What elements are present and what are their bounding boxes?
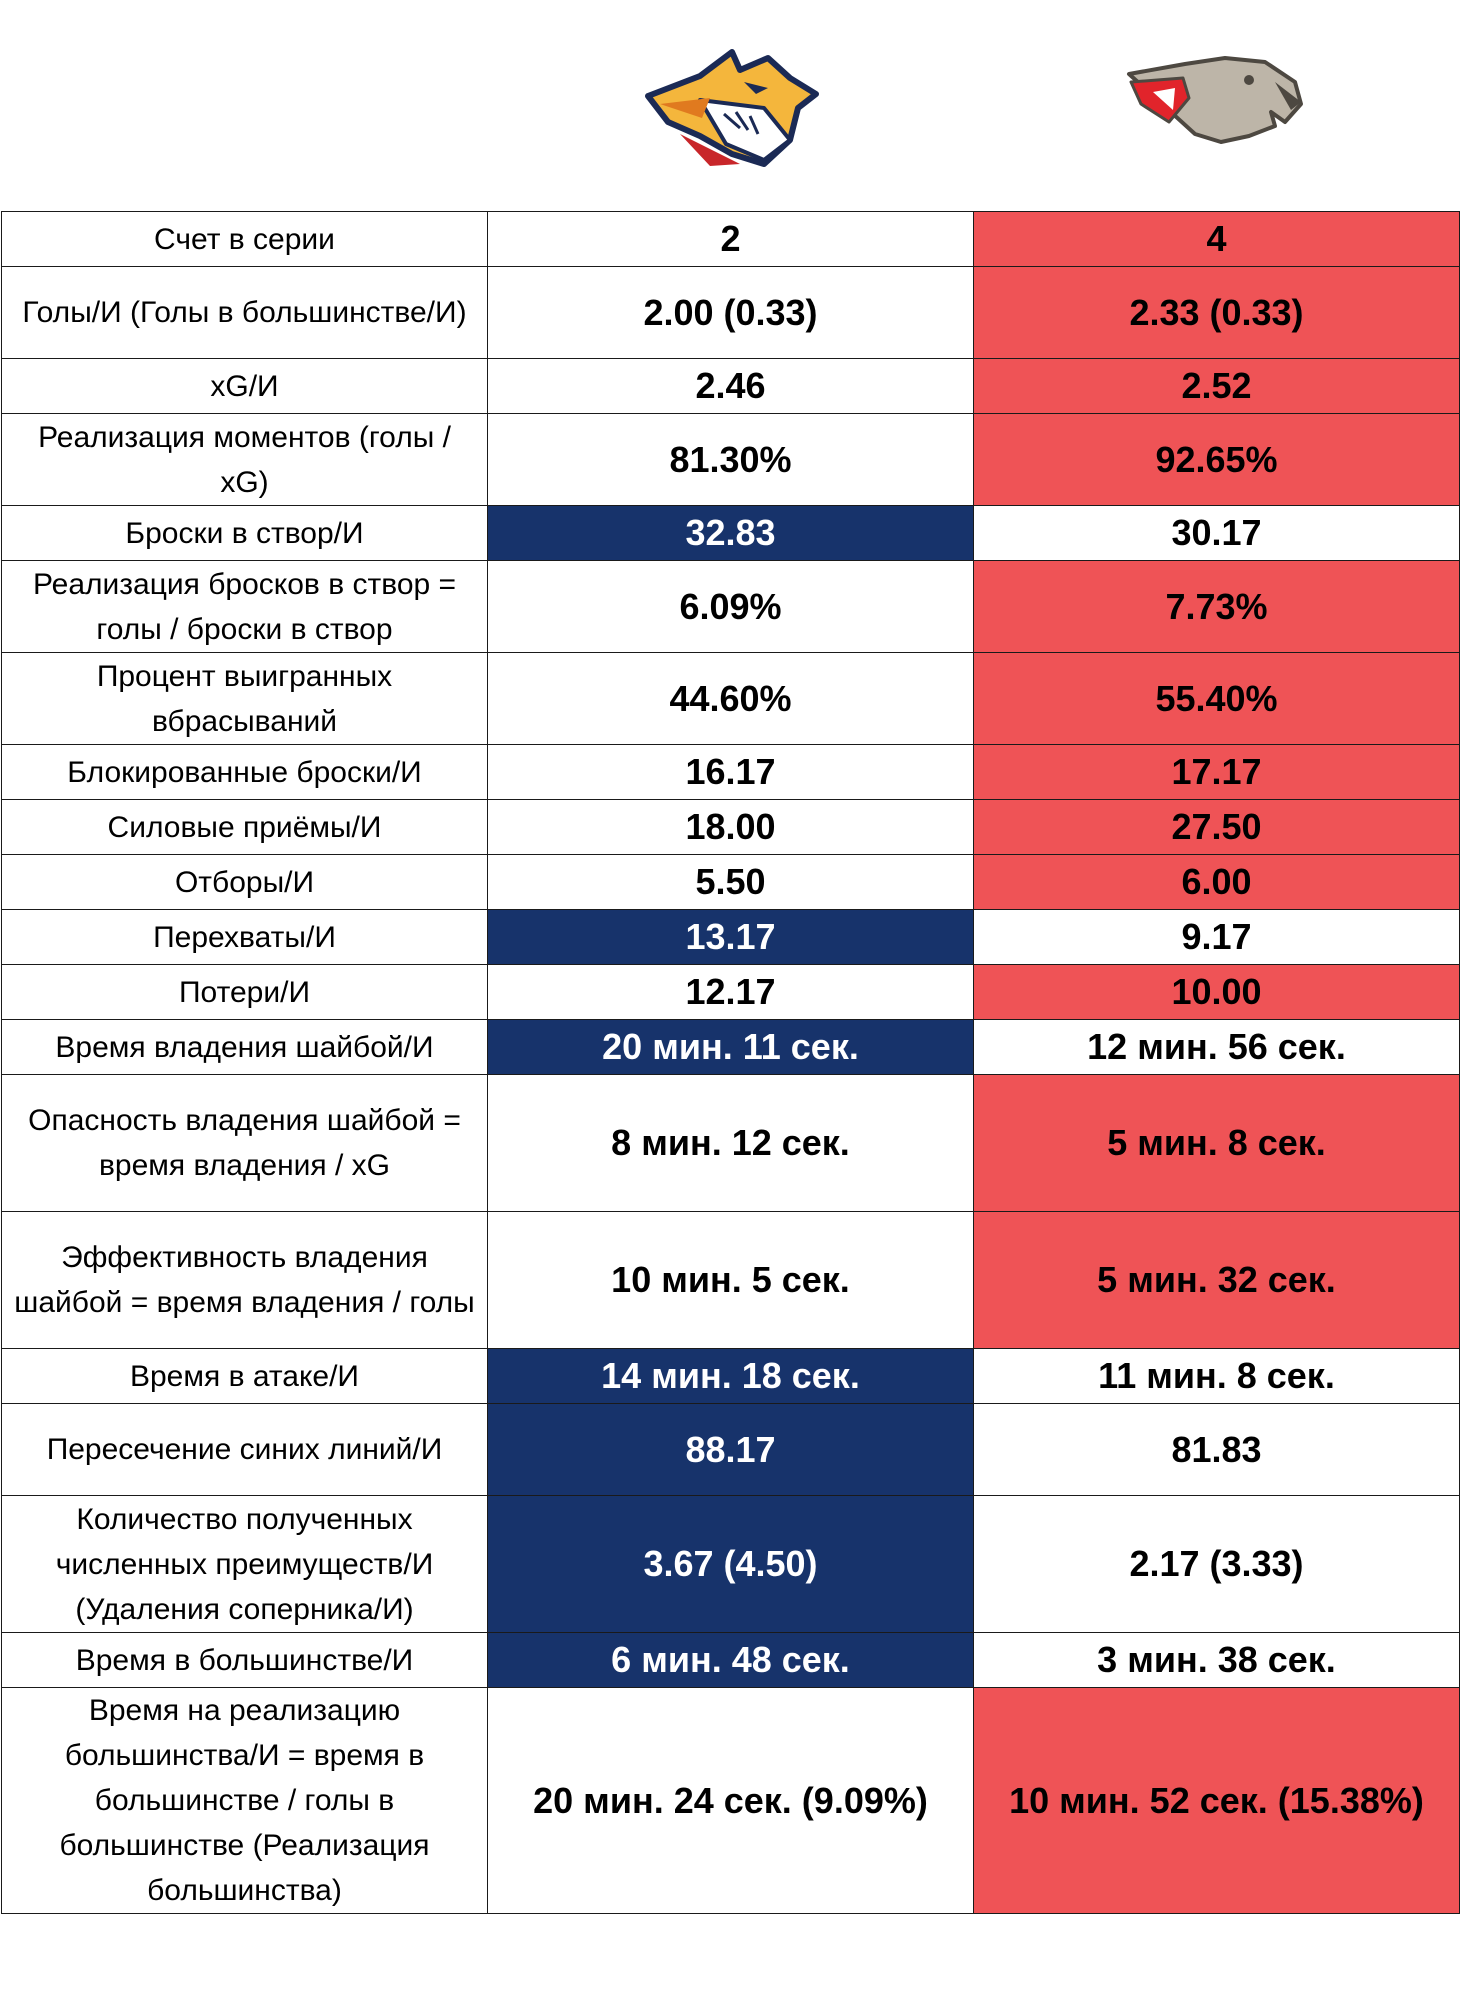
avangard-value: 7.73%: [973, 560, 1460, 653]
table-row: Отборы/И 5.50 6.00: [1, 854, 1460, 910]
metric-label: Пересечение синих линий/И: [1, 1403, 488, 1496]
metallurg-value: 2.00 (0.33): [487, 266, 974, 359]
metric-label: Реализация бросков в створ = голы / брос…: [1, 560, 488, 653]
metallurg-value: 32.83: [487, 505, 974, 561]
metallurg-value: 14 мин. 18 сек.: [487, 1348, 974, 1404]
metallurg-value: 18.00: [487, 799, 974, 855]
table-row: Пересечение синих линий/И 88.17 81.83: [1, 1403, 1460, 1496]
metric-label: Броски в створ/И: [1, 505, 488, 561]
avangard-value: 17.17: [973, 744, 1460, 800]
metallurg-value: 20 мин. 24 сек. (9.09%): [487, 1687, 974, 1914]
avangard-hawk-logo-icon: [1127, 56, 1303, 144]
table-row: Голы/И (Голы в большинстве/И) 2.00 (0.33)…: [1, 266, 1460, 359]
table-row: xG/И 2.46 2.52: [1, 358, 1460, 414]
metric-label: Время в большинстве/И: [1, 1632, 488, 1688]
table-row: Реализация моментов (голы / xG) 81.30% 92.…: [1, 413, 1460, 506]
comparison-table: Счет в серии 2 4 Голы/И (Голы в большинстве…: [1, 211, 1460, 1914]
avangard-value: 2.17 (3.33): [973, 1495, 1460, 1633]
metric-label: Счет в серии: [1, 211, 488, 267]
avangard-value: 4: [973, 211, 1460, 267]
avangard-value: 10 мин. 52 сек. (15.38%): [973, 1687, 1460, 1914]
table-row: Время владения шайбой/И 20 мин. 11 сек. 12…: [1, 1019, 1460, 1075]
metric-label: Эффективность владения шайбой = время вл…: [1, 1211, 488, 1349]
avangard-value: 2.33 (0.33): [973, 266, 1460, 359]
avangard-value: 92.65%: [973, 413, 1460, 506]
table-row: Количество полученных численных преимуще…: [1, 1495, 1460, 1633]
avangard-value: 11 мин. 8 сек.: [973, 1348, 1460, 1404]
table-row: Время в атаке/И 14 мин. 18 сек. 11 мин. 8 …: [1, 1348, 1460, 1404]
avangard-value: 5 мин. 8 сек.: [973, 1074, 1460, 1212]
avangard-value: 10.00: [973, 964, 1460, 1020]
metallurg-value: 2.46: [487, 358, 974, 414]
avangard-value: 3 мин. 38 сек.: [973, 1632, 1460, 1688]
table-row: Эффективность владения шайбой = время вл…: [1, 1211, 1460, 1349]
metric-label: Время на реализацию большинства/И = врем…: [1, 1687, 488, 1914]
table-row: Счет в серии 2 4: [1, 211, 1460, 267]
metric-label: xG/И: [1, 358, 488, 414]
avangard-value: 5 мин. 32 сек.: [973, 1211, 1460, 1349]
table-row: Опасность владения шайбой = время владен…: [1, 1074, 1460, 1212]
metric-label: Отборы/И: [1, 854, 488, 910]
avangard-value: 9.17: [973, 909, 1460, 965]
metric-label: Блокированные броски/И: [1, 744, 488, 800]
avangard-value: 55.40%: [973, 652, 1460, 745]
table-row: Силовые приёмы/И 18.00 27.50: [1, 799, 1460, 855]
avangard-value: 2.52: [973, 358, 1460, 414]
avangard-value: 30.17: [973, 505, 1460, 561]
metallurg-value: 3.67 (4.50): [487, 1495, 974, 1633]
table-row: Блокированные броски/И 16.17 17.17: [1, 744, 1460, 800]
table-row: Время в большинстве/И 6 мин. 48 сек. 3 мин…: [1, 1632, 1460, 1688]
avangard-value: 12 мин. 56 сек.: [973, 1019, 1460, 1075]
metallurg-value: 2: [487, 211, 974, 267]
metallurg-value: 20 мин. 11 сек.: [487, 1019, 974, 1075]
metallurg-value: 6.09%: [487, 560, 974, 653]
metallurg-value: 88.17: [487, 1403, 974, 1496]
table-row: Время на реализацию большинства/И = врем…: [1, 1687, 1460, 1914]
avangard-value: 27.50: [973, 799, 1460, 855]
table-row: Потери/И 12.17 10.00: [1, 964, 1460, 1020]
avangard-value: 81.83: [973, 1403, 1460, 1496]
metric-label: Опасность владения шайбой = время владен…: [1, 1074, 488, 1212]
metric-label: Силовые приёмы/И: [1, 799, 488, 855]
metric-label: Потери/И: [1, 964, 488, 1020]
table-row: Перехваты/И 13.17 9.17: [1, 909, 1460, 965]
metallurg-fox-logo-icon: [645, 49, 819, 167]
metallurg-value: 12.17: [487, 964, 974, 1020]
table-row: Реализация бросков в створ = голы / брос…: [1, 560, 1460, 653]
metallurg-value: 5.50: [487, 854, 974, 910]
metric-label: Время в атаке/И: [1, 1348, 488, 1404]
metallurg-value: 8 мин. 12 сек.: [487, 1074, 974, 1212]
metric-label: Время владения шайбой/И: [1, 1019, 488, 1075]
avangard-value: 6.00: [973, 854, 1460, 910]
metric-label: Процент выигранных вбрасываний: [1, 652, 488, 745]
metallurg-value: 81.30%: [487, 413, 974, 506]
table-row: Процент выигранных вбрасываний 44.60% 55.4…: [1, 652, 1460, 745]
metallurg-value: 44.60%: [487, 652, 974, 745]
metallurg-value: 13.17: [487, 909, 974, 965]
metric-label: Перехваты/И: [1, 909, 488, 965]
metallurg-value: 10 мин. 5 сек.: [487, 1211, 974, 1349]
metric-label: Голы/И (Голы в большинстве/И): [1, 266, 488, 359]
table-row: Броски в створ/И 32.83 30.17: [1, 505, 1460, 561]
metric-label: Количество полученных численных преимуще…: [1, 1495, 488, 1633]
metric-label: Реализация моментов (голы / xG): [1, 413, 488, 506]
metallurg-value: 6 мин. 48 сек.: [487, 1632, 974, 1688]
metallurg-value: 16.17: [487, 744, 974, 800]
